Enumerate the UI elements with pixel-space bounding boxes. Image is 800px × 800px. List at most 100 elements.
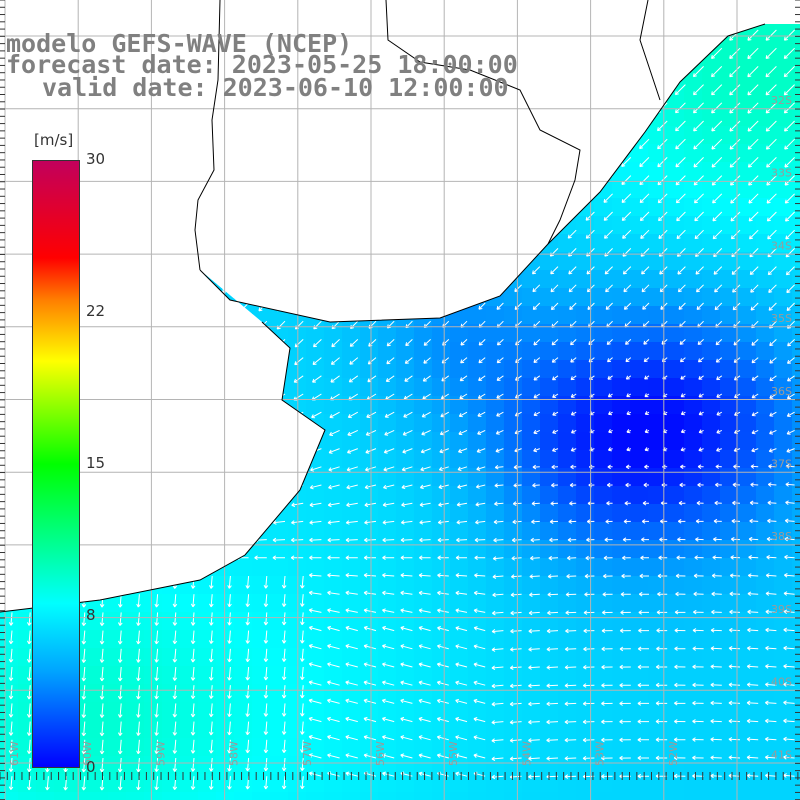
- speed-cell: [774, 756, 793, 775]
- wind-arrow: [222, 266, 231, 275]
- speed-cell: [774, 144, 793, 163]
- speed-cell: [432, 558, 451, 577]
- wind-arrow: [697, 339, 704, 345]
- wind-arrow: [367, 29, 377, 39]
- wind-arrow: [530, 138, 541, 149]
- wind-arrow: [423, 339, 431, 346]
- speed-cell: [630, 126, 649, 145]
- speed-cell: [324, 378, 343, 397]
- wind-arrow: [90, 555, 104, 561]
- speed-cell: [774, 522, 793, 541]
- wind-arrow: [26, 721, 32, 736]
- wind-arrow: [294, 266, 304, 275]
- wind-arrow: [294, 138, 304, 148]
- wind-arrow: [728, 682, 741, 688]
- speed-cell: [198, 558, 217, 577]
- latitude-label: 36S: [771, 385, 792, 398]
- speed-cell: [540, 540, 559, 559]
- speed-cell: [720, 738, 739, 757]
- wind-arrow: [477, 248, 486, 257]
- speed-cell: [216, 306, 235, 325]
- wind-arrow: [455, 680, 468, 686]
- speed-cell: [450, 270, 469, 289]
- speed-cell: [36, 108, 55, 127]
- speed-cell: [252, 486, 271, 505]
- wind-arrow: [136, 757, 141, 773]
- speed-cell: [738, 324, 757, 343]
- speed-cell: [630, 180, 649, 199]
- speed-cell: [0, 162, 19, 181]
- wind-arrow: [531, 175, 541, 185]
- speed-cell: [774, 288, 793, 307]
- wind-arrow: [281, 757, 287, 772]
- wind-arrow: [564, 719, 577, 725]
- wind-arrow: [81, 630, 87, 645]
- speed-cell: [180, 594, 199, 613]
- speed-cell: [540, 414, 559, 433]
- speed-cell: [216, 252, 235, 271]
- speed-cell: [504, 360, 523, 379]
- wind-arrow: [495, 429, 504, 435]
- wind-arrow: [423, 284, 431, 292]
- wind-arrow: [17, 537, 31, 543]
- speed-cell: [180, 414, 199, 433]
- speed-cell: [414, 126, 433, 145]
- wind-arrow: [716, 393, 723, 398]
- speed-cell: [288, 162, 307, 181]
- speed-cell: [396, 180, 415, 199]
- speed-cell: [270, 792, 289, 800]
- speed-cell: [738, 558, 757, 577]
- speed-cell: [342, 252, 361, 271]
- wind-arrow: [533, 375, 541, 381]
- wind-arrow: [26, 685, 32, 700]
- speed-cell: [90, 414, 109, 433]
- wind-arrow: [729, 66, 741, 78]
- wind-arrow: [93, 357, 104, 366]
- speed-cell: [738, 396, 757, 415]
- latitude-label: 41S: [771, 748, 792, 761]
- wind-arrow: [190, 630, 196, 645]
- speed-cell: [756, 612, 775, 631]
- wind-arrow: [331, 284, 340, 293]
- wind-arrow: [478, 375, 486, 381]
- speed-cell: [90, 666, 109, 685]
- wind-arrow: [294, 193, 304, 203]
- speed-cell: [630, 162, 649, 181]
- speed-cell: [180, 126, 199, 145]
- wind-arrow: [222, 248, 231, 257]
- speed-cell: [252, 738, 271, 757]
- speed-cell: [324, 198, 343, 217]
- speed-cell: [324, 486, 343, 505]
- wind-arrow: [149, 211, 158, 221]
- speed-cell: [216, 432, 235, 451]
- wind-arrow: [263, 757, 269, 772]
- wind-arrow: [227, 776, 232, 790]
- wind-arrow: [495, 448, 504, 453]
- wind-arrow: [19, 448, 31, 454]
- speed-cell: [324, 468, 343, 487]
- speed-cell: [648, 774, 667, 793]
- speed-cell: [792, 378, 800, 397]
- speed-cell: [486, 198, 505, 217]
- wind-arrow: [164, 448, 176, 454]
- wind-arrow: [130, 339, 140, 348]
- speed-cell: [486, 306, 505, 325]
- speed-cell: [486, 612, 505, 631]
- wind-arrow: [784, 120, 795, 132]
- speed-cell: [378, 288, 397, 307]
- wind-arrow: [245, 721, 250, 736]
- wind-arrow: [18, 484, 31, 490]
- wind-arrow: [203, 138, 213, 148]
- speed-cell: [558, 24, 577, 37]
- speed-cell: [576, 252, 595, 271]
- speed-cell: [468, 468, 487, 487]
- wind-arrow: [99, 648, 105, 663]
- wind-arrow: [698, 411, 704, 416]
- speed-cell: [288, 648, 307, 667]
- speed-cell: [792, 162, 800, 181]
- wind-arrow: [530, 84, 541, 94]
- speed-cell: [432, 684, 451, 703]
- speed-cell: [270, 612, 289, 631]
- wind-arrow: [693, 157, 704, 168]
- speed-cell: [108, 792, 127, 800]
